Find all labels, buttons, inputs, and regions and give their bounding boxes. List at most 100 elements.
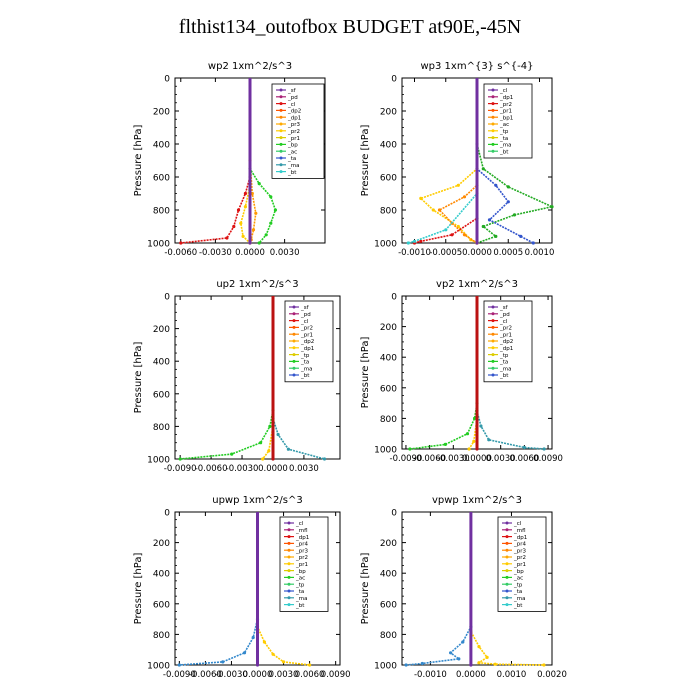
- data-point: [419, 196, 423, 200]
- data-point: [179, 241, 183, 245]
- series-line-bp: [249, 78, 277, 244]
- legend-label: _tp: [499, 129, 509, 135]
- legend-marker: [292, 359, 296, 363]
- data-point: [542, 447, 546, 451]
- data-point: [269, 195, 273, 199]
- y-tick-label: 800: [380, 207, 397, 217]
- series-line-ac: [476, 78, 555, 244]
- x-tick-label: 0.0030: [486, 454, 516, 464]
- y-tick-label: 1000: [374, 240, 397, 250]
- legend-label: _pr4: [295, 542, 309, 548]
- y-tick-label: 800: [380, 415, 397, 425]
- legend-marker: [491, 129, 495, 133]
- legend-label: _dp2: [499, 339, 513, 345]
- chart-panel-4: vp2 1xm^2/s^3 Pressure [hPa] 0 200 400 600 800…: [360, 279, 563, 464]
- legend-marker: [279, 149, 283, 153]
- data-point: [475, 447, 479, 451]
- panel-title: up2 1xm^2/s^3: [216, 279, 298, 290]
- legend-label: _ta: [300, 360, 309, 366]
- x-tick-label: 0.0030: [289, 464, 319, 474]
- y-tick-label: 200: [153, 325, 170, 335]
- legend-label: _dp1: [300, 346, 314, 352]
- x-tick-label: 0.0000: [243, 670, 273, 680]
- data-point: [473, 416, 477, 420]
- y-tick-label: 400: [380, 354, 397, 364]
- y-tick-label: 200: [380, 323, 397, 333]
- data-point: [286, 447, 290, 451]
- data-point: [506, 200, 510, 204]
- data-point: [251, 635, 255, 640]
- data-point: [225, 236, 229, 240]
- legend-marker: [505, 555, 509, 559]
- legend-label: _ta: [499, 136, 508, 142]
- y-tick-label: 800: [153, 207, 170, 217]
- x-tick-label: 0.0010: [497, 670, 527, 680]
- legend-label: _pr2: [300, 326, 313, 332]
- y-tick-label: 200: [380, 539, 397, 549]
- chart-panel-3: up2 1xm^2/s^3 Pressure [hPa] 0 200 400 600 800…: [133, 279, 341, 474]
- y-tick-label: 400: [153, 570, 170, 580]
- data-point: [479, 424, 483, 428]
- legend-label: _ma: [499, 366, 511, 372]
- y-tick-label: 1000: [147, 662, 170, 672]
- x-tick-label: 0.0000: [258, 464, 288, 474]
- legend-marker: [287, 575, 291, 579]
- legend-marker: [279, 129, 283, 133]
- legend-label: _cl: [499, 319, 508, 325]
- data-point: [522, 445, 527, 450]
- legend-marker: [505, 603, 509, 607]
- data-point: [257, 182, 261, 186]
- data-point: [412, 239, 417, 243]
- data-point: [178, 457, 182, 461]
- data-point: [475, 241, 479, 245]
- legend-marker: [505, 575, 509, 579]
- legend-label: _pd: [499, 312, 510, 318]
- data-point: [461, 640, 465, 644]
- data-point: [241, 234, 245, 238]
- legend-marker: [491, 332, 495, 336]
- data-point: [259, 441, 263, 445]
- legend-marker: [287, 596, 291, 600]
- legend-label: _sf: [499, 305, 509, 311]
- series-line-bp: [476, 296, 545, 450]
- x-tick-label: -0.0060: [413, 454, 446, 464]
- legend-label: _bt: [513, 603, 523, 609]
- series-line-tp: [406, 512, 472, 666]
- legend-marker: [292, 366, 296, 370]
- y-tick-label: 600: [380, 174, 397, 184]
- legend-label: _tp: [513, 582, 523, 588]
- data-point: [271, 652, 275, 656]
- legend-marker: [279, 115, 283, 119]
- data-point: [230, 452, 234, 456]
- data-point: [485, 655, 489, 660]
- legend-marker: [491, 305, 495, 309]
- data-point: [308, 663, 312, 667]
- legend-label: _pr1: [287, 136, 300, 142]
- legend-label: _bt: [295, 603, 305, 609]
- legend-label: _ac: [287, 149, 297, 155]
- legend-label: _pr2: [499, 326, 512, 332]
- legend-marker: [292, 312, 296, 316]
- y-tick-label: 1000: [374, 662, 397, 672]
- panel-title: wp3 1xm^{3} s^{-4}: [420, 61, 533, 72]
- series-line-tp: [179, 512, 259, 666]
- legend-label: _mfl: [295, 528, 308, 534]
- legend-label: _ma: [513, 596, 525, 602]
- legend-label: _ta: [499, 360, 508, 366]
- y-tick-label: 800: [153, 423, 170, 433]
- legend-marker: [279, 156, 283, 160]
- data-point: [487, 218, 492, 222]
- y-tick-label: 0: [164, 509, 170, 519]
- series-line-bt: [408, 78, 478, 244]
- data-point: [236, 208, 241, 212]
- legend-marker: [505, 541, 509, 545]
- legend-marker: [287, 582, 291, 586]
- legend-marker: [505, 596, 509, 600]
- legend-label: _tp: [295, 582, 305, 588]
- data-point: [248, 241, 252, 245]
- legend-label: _ac: [499, 122, 509, 128]
- legend-marker: [491, 312, 495, 316]
- x-tick-label: -0.0030: [215, 670, 248, 680]
- data-point: [437, 208, 442, 212]
- legend-label: _pr3: [295, 548, 309, 554]
